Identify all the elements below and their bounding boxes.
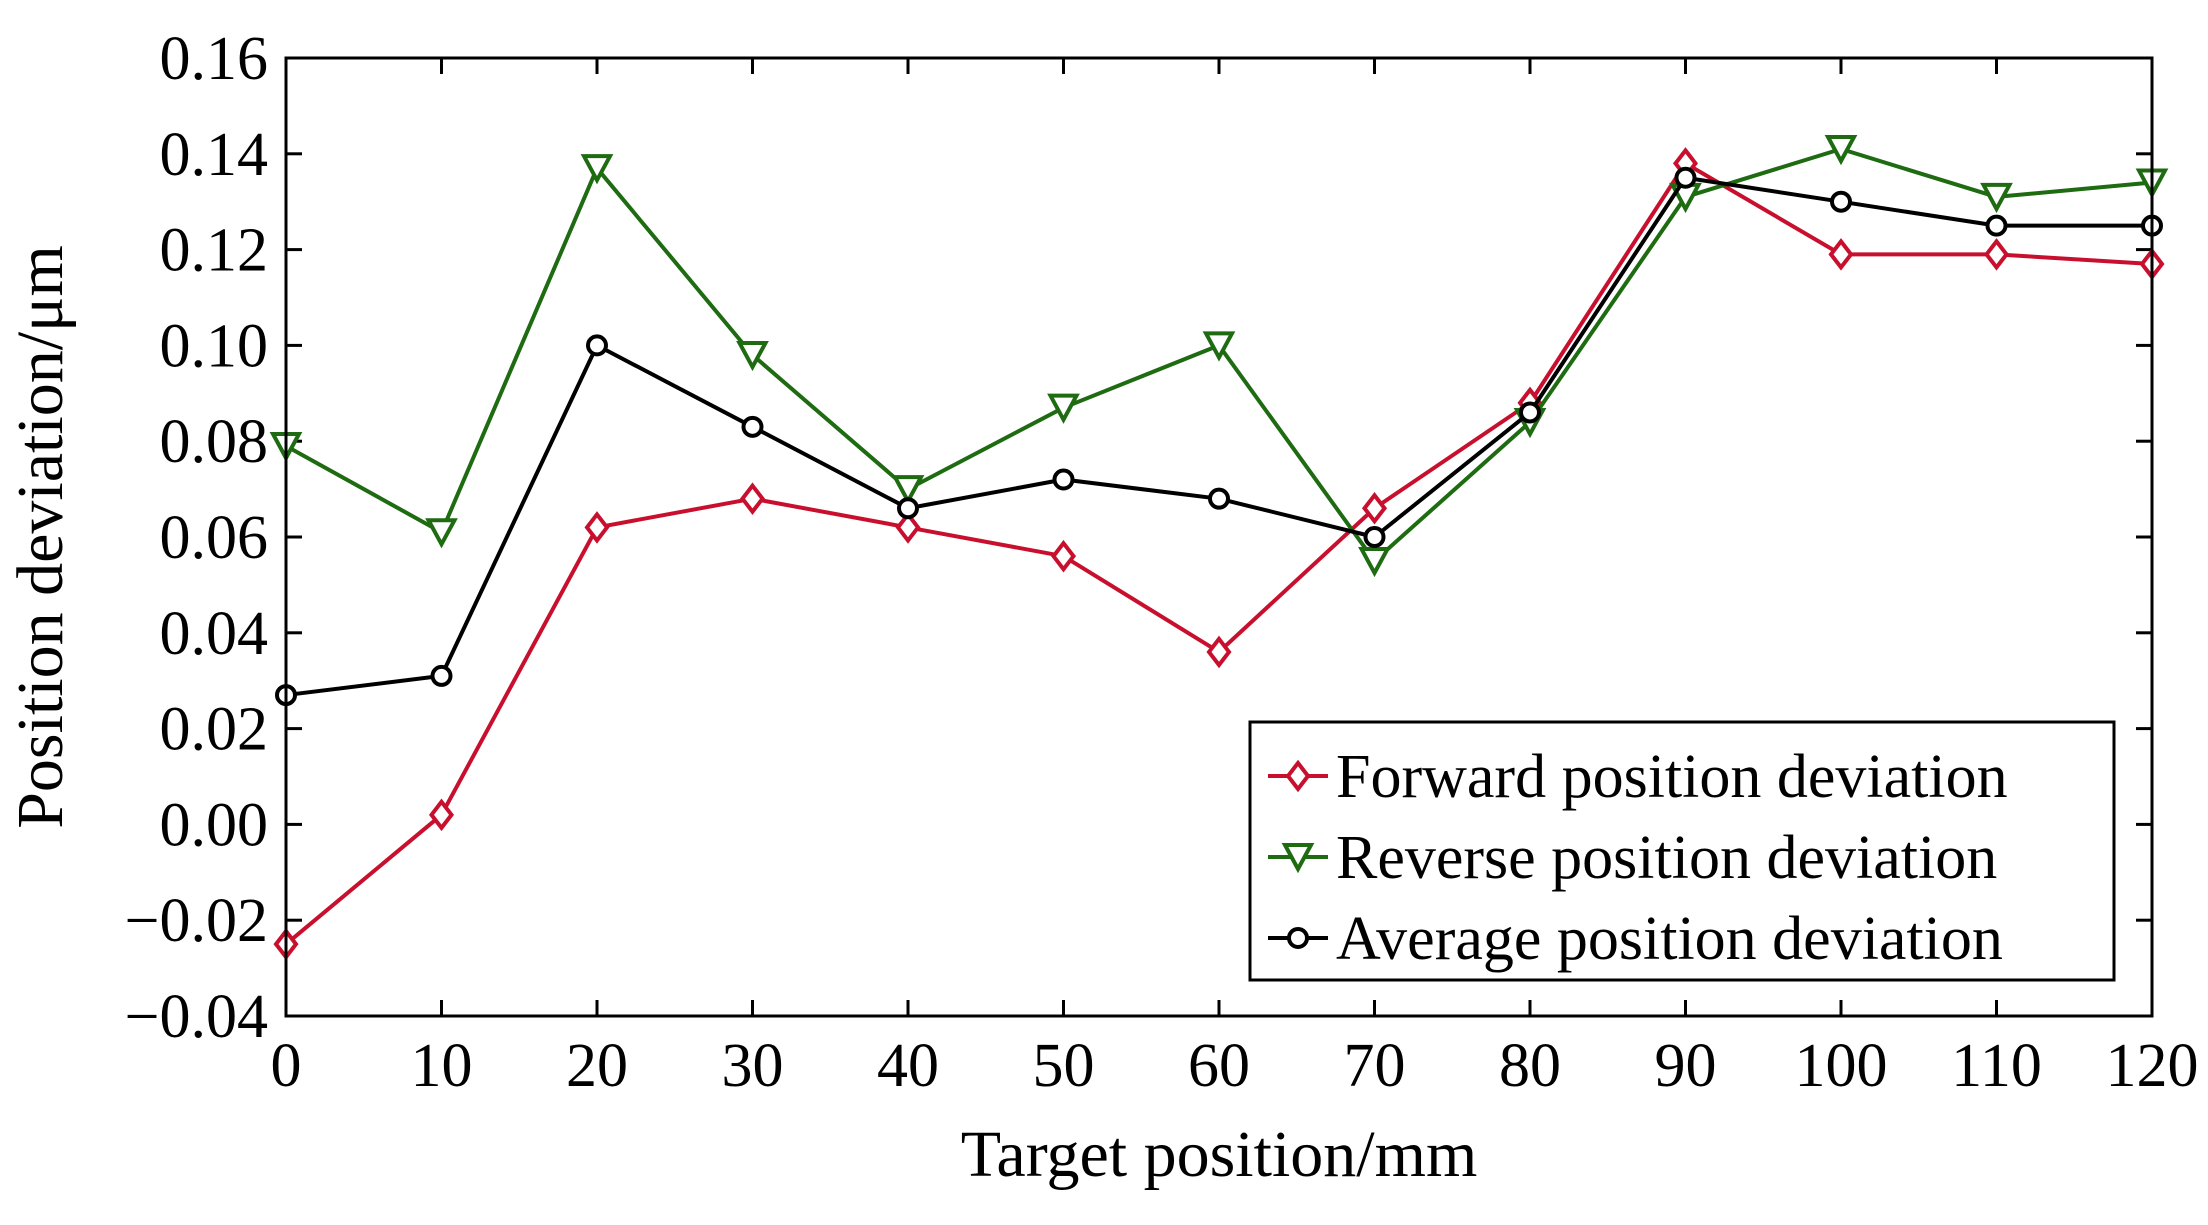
data-point [1050, 539, 1077, 573]
data-point [580, 154, 614, 185]
x-tick-label: 0 [271, 1032, 302, 1100]
data-point [1674, 166, 1697, 189]
data-point [897, 497, 919, 520]
data-point [895, 511, 921, 544]
y-tick-label: 0.12 [160, 217, 269, 285]
data-point [739, 482, 766, 515]
legend: Forward position deviation Reverse positi… [1248, 720, 2116, 982]
data-point [1202, 331, 1236, 362]
data-point [1828, 238, 1854, 271]
data-point [891, 475, 925, 506]
x-axis-title: Target position/mm [961, 1118, 1478, 1191]
y-tick-label: 0.02 [160, 696, 269, 764]
data-point [1047, 393, 1080, 424]
data-point [1983, 238, 2010, 271]
y-tick-label: 0.14 [160, 121, 269, 189]
data-point [741, 415, 764, 438]
y-tick-label: −0.02 [125, 887, 268, 955]
x-tick-label: 120 [2106, 1032, 2199, 1100]
data-point [1519, 401, 1541, 424]
x-tick-label: 20 [566, 1032, 628, 1100]
legend-label: Average position deviation [1336, 905, 2003, 973]
x-tick-label: 100 [1795, 1032, 1888, 1100]
y-tick-label: 0.00 [160, 791, 269, 859]
legend-item: Average position deviation [1268, 905, 2003, 973]
x-tick-label: 40 [877, 1032, 939, 1100]
x-tick-label: 90 [1655, 1032, 1717, 1100]
data-point [430, 664, 453, 687]
data-point [584, 511, 610, 544]
y-tick-label: −0.04 [125, 983, 268, 1051]
legend-marker [1287, 927, 1309, 949]
legend-label: Forward position deviation [1336, 743, 2008, 811]
legend-marker [1281, 843, 1315, 874]
legend-label: Reverse position deviation [1336, 824, 1997, 892]
y-axis-title: Position deviation/μm [4, 245, 77, 829]
data-point [1358, 546, 1391, 578]
y-tick-label: 0.16 [160, 25, 269, 93]
series-3 [275, 166, 2163, 707]
y-tick-labels: −0.04 −0.02 0.00 0.02 0.04 0.06 0.08 0.10 0.12 0.… [125, 25, 268, 1051]
x-tick-labels: 0 10 20 30 40 50 60 70 80 90 100 110 120 [271, 1032, 2199, 1100]
legend-item: Forward position deviation [1268, 743, 2008, 811]
legend-item: Reverse position deviation [1268, 824, 1997, 892]
data-point [425, 518, 458, 549]
data-point [1363, 526, 1386, 548]
x-tick-label: 60 [1188, 1032, 1250, 1100]
data-point [1824, 135, 1858, 166]
data-point [1208, 487, 1230, 510]
y-tick-label: 0.06 [160, 504, 269, 572]
axes-frame [284, 56, 2154, 1018]
data-point [1361, 491, 1388, 525]
x-tick-label: 30 [722, 1032, 784, 1100]
series-layer [269, 135, 2169, 961]
data-point [1206, 635, 1232, 669]
legend-box [1248, 720, 2116, 982]
data-point [1830, 190, 1852, 213]
data-point [1980, 182, 2013, 214]
data-point [1052, 468, 1075, 491]
data-point [1985, 214, 2008, 237]
data-point [736, 340, 769, 372]
data-point [428, 798, 455, 832]
x-tick-label: 70 [1344, 1032, 1406, 1100]
y-tick-label: 0.10 [160, 312, 269, 380]
x-tick-label: 110 [1951, 1032, 2042, 1100]
y-tick-label: 0.08 [160, 408, 269, 476]
data-point [586, 334, 608, 357]
legend-marker [1285, 759, 1311, 793]
x-tick-label: 10 [411, 1032, 473, 1100]
y-tick-label: 0.04 [160, 600, 269, 668]
x-tick-label: 80 [1499, 1032, 1561, 1100]
x-tick-label: 50 [1033, 1032, 1095, 1100]
